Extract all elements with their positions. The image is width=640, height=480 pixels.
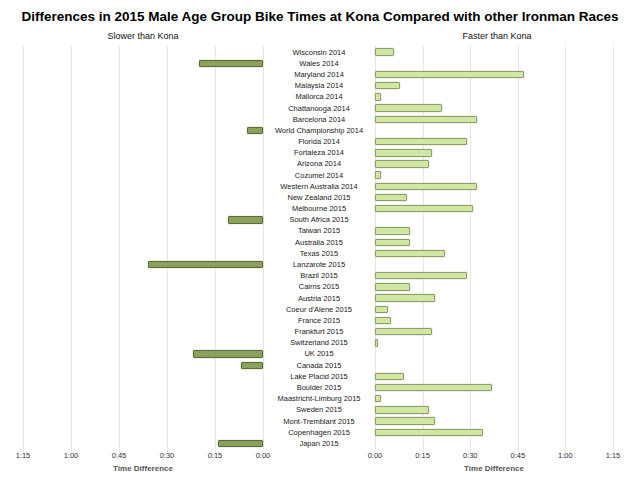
bar-faster [375, 138, 467, 145]
race-label: Frankfurt 2015 [263, 326, 375, 337]
race-label: Coeur d'Alene 2015 [263, 304, 375, 315]
race-label: Austria 2015 [263, 293, 375, 304]
bar-slower [148, 261, 263, 268]
race-label: Copenhagen 2015 [263, 427, 375, 438]
bar-faster [375, 306, 388, 313]
bar-faster [375, 283, 410, 290]
x-tick: 0:00 [246, 451, 280, 460]
bar-faster [375, 194, 407, 201]
x-tick: 0:30 [150, 451, 184, 460]
x-tick: 0:45 [501, 451, 535, 460]
gridline [470, 46, 471, 452]
bar-slower [247, 127, 263, 134]
x-tick: 1:15 [596, 451, 630, 460]
race-label: Japan 2015 [263, 438, 375, 449]
race-label: Barcelona 2014 [263, 114, 375, 125]
race-label: Arizona 2014 [263, 158, 375, 169]
bar-faster [375, 93, 381, 100]
bar-slower [241, 362, 263, 369]
bar-faster [375, 183, 477, 190]
bar-faster [375, 239, 410, 246]
x-tick: 1:00 [54, 451, 88, 460]
race-label: World Championship 2014 [263, 125, 375, 136]
x-axis-label-left: Time Difference [63, 464, 223, 473]
race-label: New Zealand 2015 [263, 192, 375, 203]
gridline [518, 46, 519, 452]
x-tick: 1:15 [6, 451, 40, 460]
bar-slower [199, 60, 263, 67]
bar-faster [375, 317, 391, 324]
x-tick: 0:15 [198, 451, 232, 460]
gridline [23, 46, 24, 452]
gridline [71, 46, 72, 452]
bar-faster [375, 149, 432, 156]
bar-slower [193, 350, 263, 357]
bar-faster [375, 406, 429, 413]
bar-faster [375, 71, 524, 78]
race-label: Taiwan 2015 [263, 225, 375, 236]
race-label: Mallorca 2014 [263, 91, 375, 102]
bar-faster [375, 417, 435, 424]
gridline [565, 46, 566, 452]
gridline [167, 46, 168, 452]
race-label: Sweden 2015 [263, 404, 375, 415]
bar-faster [375, 373, 404, 380]
race-label: France 2015 [263, 315, 375, 326]
race-label: Boulder 2015 [263, 382, 375, 393]
bar-faster [375, 48, 394, 55]
x-tick: 0:45 [102, 451, 136, 460]
bar-faster [375, 294, 435, 301]
race-label: Maastricht-Limburg 2015 [263, 393, 375, 404]
chart-title: Differences in 2015 Male Age Group Bike … [0, 9, 640, 24]
bar-faster [375, 227, 410, 234]
bar-slower [228, 216, 263, 223]
race-label: Western Australia 2014 [263, 181, 375, 192]
race-label: Melbourne 2015 [263, 203, 375, 214]
bar-faster [375, 328, 432, 335]
race-label: Mont-Tremblant 2015 [263, 416, 375, 427]
race-label: Lanzarote 2015 [263, 259, 375, 270]
bar-faster [375, 384, 492, 391]
race-label: Lake Placid 2015 [263, 371, 375, 382]
race-label: Canada 2015 [263, 360, 375, 371]
bar-faster [375, 82, 400, 89]
bar-faster [375, 339, 378, 346]
race-label: Florida 2014 [263, 136, 375, 147]
race-label: Texas 2015 [263, 248, 375, 259]
bar-faster [375, 395, 381, 402]
bar-faster [375, 250, 445, 257]
race-label: Maryland 2014 [263, 69, 375, 80]
race-label: Switzerland 2015 [263, 337, 375, 348]
gridline [119, 46, 120, 452]
gridline [215, 46, 216, 452]
race-label: Australia 2015 [263, 237, 375, 248]
race-label: Malaysia 2014 [263, 80, 375, 91]
race-label: Chattanooga 2014 [263, 103, 375, 114]
x-tick: 1:00 [548, 451, 582, 460]
bar-faster [375, 171, 381, 178]
x-axis-label-right: Time Difference [414, 464, 574, 473]
slower-header: Slower than Kona [23, 31, 263, 41]
faster-header: Faster than Kona [377, 31, 617, 41]
bar-faster [375, 160, 429, 167]
race-label: Fortaleza 2014 [263, 147, 375, 158]
bar-faster [375, 116, 477, 123]
bar-faster [375, 205, 473, 212]
race-label: UK 2015 [263, 348, 375, 359]
x-tick: 0:15 [406, 451, 440, 460]
race-label: Cairns 2015 [263, 281, 375, 292]
x-tick: 0:00 [358, 451, 392, 460]
bar-faster [375, 104, 442, 111]
race-label: Cozumel 2014 [263, 170, 375, 181]
bar-faster [375, 429, 483, 436]
chart-canvas: Differences in 2015 Male Age Group Bike … [0, 0, 640, 480]
race-label: Wisconsin 2014 [263, 47, 375, 58]
race-label: Wales 2014 [263, 58, 375, 69]
race-label: South Africa 2015 [263, 214, 375, 225]
x-tick: 0:30 [453, 451, 487, 460]
bar-faster [375, 272, 467, 279]
gridline [613, 46, 614, 452]
bar-slower [218, 440, 263, 447]
race-label: Brazil 2015 [263, 270, 375, 281]
